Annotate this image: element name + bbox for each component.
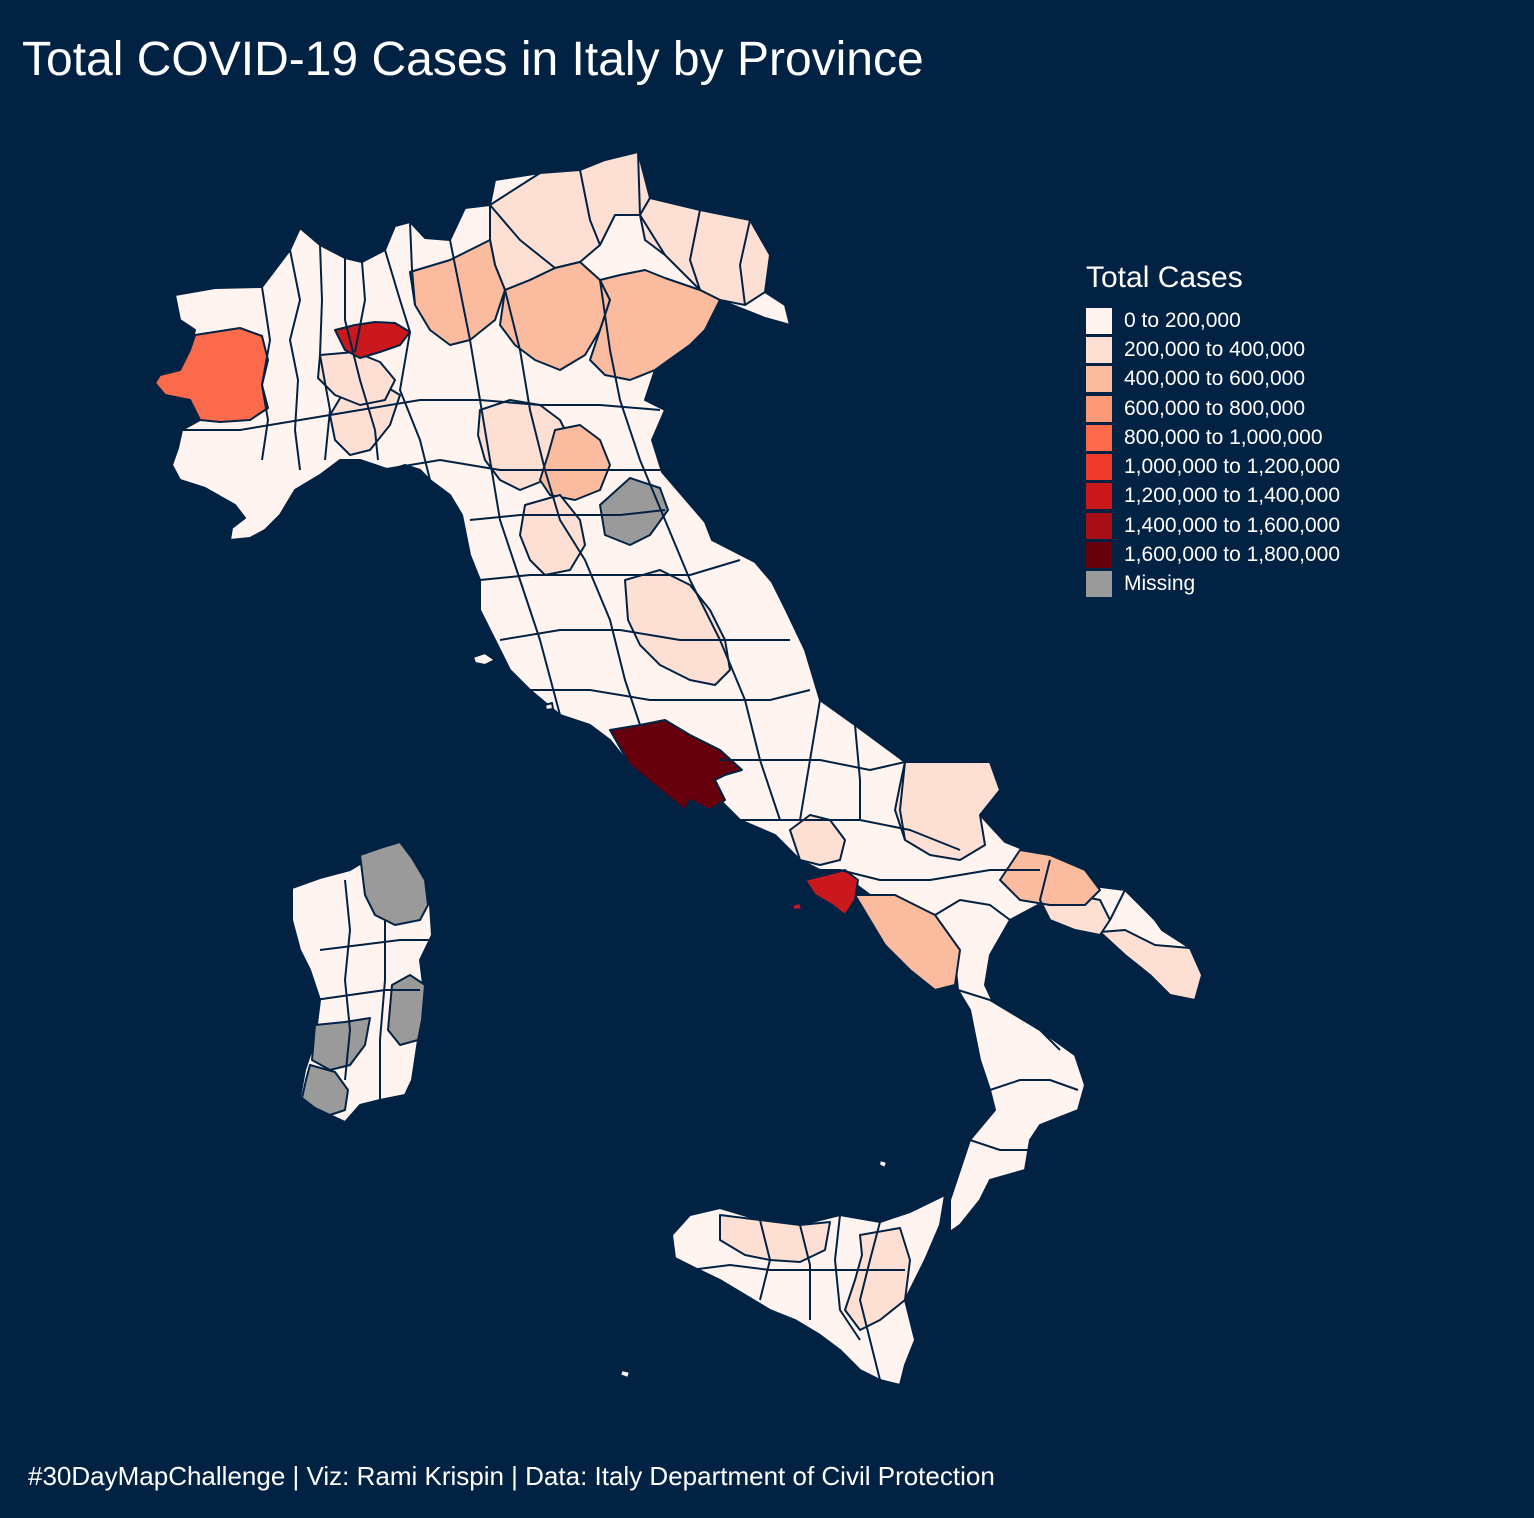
- legend-item: 1,000,000 to 1,200,000: [1086, 452, 1340, 481]
- province-borders: [180, 151, 1126, 1381]
- legend-label: 800,000 to 1,000,000: [1124, 425, 1323, 449]
- province-caserta: [789, 814, 846, 866]
- province-salerno: [854, 894, 961, 991]
- legend-swatch: [1086, 395, 1112, 422]
- province-torino: [154, 327, 269, 423]
- legend-title: Total Cases: [1086, 261, 1243, 294]
- legend-swatch: [1086, 336, 1112, 363]
- legend-item: 800,000 to 1,000,000: [1086, 423, 1340, 452]
- legend-items: 0 to 200,000 200,000 to 400,000 400,000 to…: [1086, 306, 1340, 599]
- province-nuoro-east: [387, 974, 426, 1046]
- legend-item: 1,200,000 to 1,400,000: [1086, 482, 1340, 511]
- elba-island: [472, 652, 496, 666]
- province-lombardy-east: [409, 239, 506, 346]
- province-lecce: [1099, 929, 1203, 1001]
- province-sassari-nuoro: [359, 841, 429, 926]
- legend-swatch: [1086, 483, 1112, 510]
- province-roma: [609, 719, 743, 811]
- legend-item: 200,000 to 400,000: [1086, 335, 1340, 364]
- map-title: Total COVID-19 Cases in Italy by Provinc…: [22, 33, 924, 86]
- legend-swatch: [1086, 571, 1112, 598]
- legend-swatch: [1086, 512, 1112, 539]
- province-padova-treviso: [589, 269, 721, 381]
- legend-label: 1,600,000 to 1,800,000: [1124, 543, 1341, 567]
- legend-item: 0 to 200,000: [1086, 306, 1340, 335]
- legend-swatch: [1086, 366, 1112, 393]
- legend: Total Cases 0 to 200,000 200,000 to 400,0…: [1086, 260, 1340, 599]
- lipari-island: [878, 1159, 888, 1169]
- caption: #30DayMapChallenge | Viz: Rami Krispin |…: [28, 1461, 995, 1491]
- province-napoli: [804, 869, 859, 916]
- capri-ischia-island: [791, 902, 803, 911]
- legend-label: 400,000 to 600,000: [1124, 367, 1306, 391]
- pantelleria-island: [619, 1369, 631, 1379]
- province-bari-inner: [999, 849, 1101, 906]
- legend-label: 1,400,000 to 1,600,000: [1124, 513, 1341, 537]
- province-perugia: [624, 569, 731, 686]
- province-sud-sardegna: [301, 1064, 349, 1116]
- legend-label: Missing: [1124, 572, 1196, 596]
- legend-swatch: [1086, 454, 1112, 481]
- legend-label: 1,200,000 to 1,400,000: [1124, 484, 1341, 508]
- ponza-island: [544, 702, 554, 711]
- legend-item: 400,000 to 600,000: [1086, 365, 1340, 394]
- legend-swatch: [1086, 542, 1112, 569]
- province-palermo: [719, 1214, 831, 1263]
- legend-label: 600,000 to 800,000: [1124, 396, 1306, 420]
- legend-item: 1,400,000 to 1,600,000: [1086, 511, 1340, 540]
- legend-item: 600,000 to 800,000: [1086, 394, 1340, 423]
- legend-item: Missing: [1086, 570, 1340, 599]
- province-pesaro-urbino: [599, 477, 669, 546]
- legend-label: 0 to 200,000: [1124, 308, 1241, 332]
- legend-swatch: [1086, 307, 1112, 334]
- legend-label: 200,000 to 400,000: [1124, 337, 1306, 361]
- legend-label: 1,000,000 to 1,200,000: [1124, 455, 1341, 479]
- legend-swatch: [1086, 424, 1112, 451]
- legend-item: 1,600,000 to 1,800,000: [1086, 540, 1340, 569]
